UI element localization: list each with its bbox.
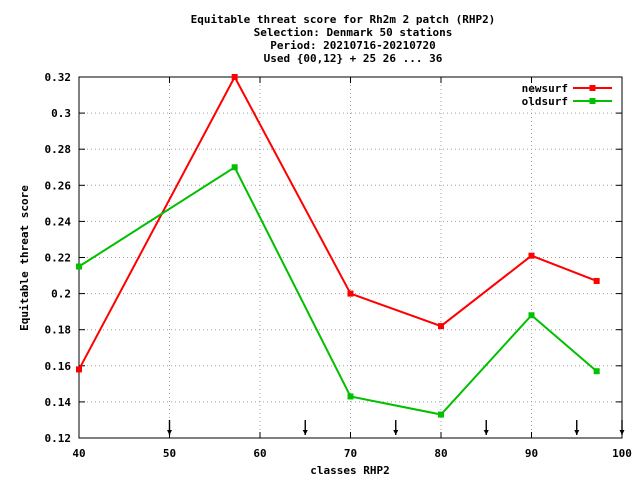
y-tick-label: 0.22 <box>45 252 72 265</box>
class-marker-arrowhead <box>619 430 625 435</box>
x-tick-label: 60 <box>253 447 266 460</box>
grid <box>79 77 622 438</box>
chart-title-line-4: Used {00,12} + 25 26 ... 36 <box>264 52 443 65</box>
x-axis-label: classes RHP2 <box>310 464 389 477</box>
class-marker-arrowhead <box>167 430 172 435</box>
series-line-newsurf <box>78 74 598 370</box>
data-point-oldsurf <box>438 411 444 418</box>
y-tick-label: 0.14 <box>45 396 72 409</box>
x-axis: 40 50 60 70 80 90 100 <box>72 77 632 460</box>
chart-title-line-2: Selection: Denmark 50 stations <box>254 26 453 39</box>
x-tick-label: 50 <box>163 447 176 460</box>
chart-title-line-3: Period: 20210716-20210720 <box>270 39 436 52</box>
data-point-oldsurf <box>347 393 354 400</box>
legend-label-oldsurf: oldsurf <box>522 95 568 108</box>
y-tick-label: 0.28 <box>45 143 72 156</box>
y-tick-label: 0.18 <box>45 324 72 337</box>
data-point-oldsurf <box>76 263 82 270</box>
y-tick-label: 0.32 <box>45 71 72 84</box>
y-tick-label: 0.2 <box>51 288 71 301</box>
legend-marker-newsurf <box>589 85 596 91</box>
legend-label-newsurf: newsurf <box>522 82 568 95</box>
y-axis-label: Equitable threat score <box>18 185 31 331</box>
data-point-newsurf <box>593 277 600 284</box>
class-markers <box>167 420 625 435</box>
x-tick-label: 100 <box>612 447 632 460</box>
series-line-oldsurf <box>78 165 598 416</box>
data-point-newsurf <box>347 290 354 297</box>
legend-marker-oldsurf <box>589 98 596 104</box>
class-marker-arrowhead <box>302 430 308 435</box>
data-point-newsurf <box>438 323 444 330</box>
y-tick-label: 0.3 <box>51 107 71 120</box>
y-tick-label: 0.26 <box>45 179 72 192</box>
y-axis: 0.12 0.14 0.16 0.18 0.2 0.22 0.24 0.26 0.28 0.3 0.… <box>45 71 622 445</box>
y-tick-label: 0.12 <box>45 432 72 445</box>
class-marker-arrowhead <box>393 430 399 435</box>
data-point-oldsurf <box>593 368 600 375</box>
data-point-oldsurf <box>528 312 535 319</box>
x-tick-label: 80 <box>434 447 447 460</box>
x-tick-label: 70 <box>344 447 357 460</box>
y-tick-label: 0.24 <box>45 215 72 228</box>
class-marker-arrowhead <box>483 430 489 435</box>
series-group <box>76 74 600 418</box>
class-marker-arrowhead <box>574 430 580 435</box>
x-tick-label: 90 <box>525 447 538 460</box>
y-tick-label: 0.16 <box>45 360 72 373</box>
data-point-newsurf <box>76 366 82 373</box>
chart-title-line-1: Equitable threat score for Rh2m 2 patch … <box>191 13 496 26</box>
x-tick-label: 40 <box>72 447 85 460</box>
data-point-newsurf <box>231 74 238 80</box>
data-point-newsurf <box>528 252 535 259</box>
data-point-oldsurf <box>231 164 238 171</box>
